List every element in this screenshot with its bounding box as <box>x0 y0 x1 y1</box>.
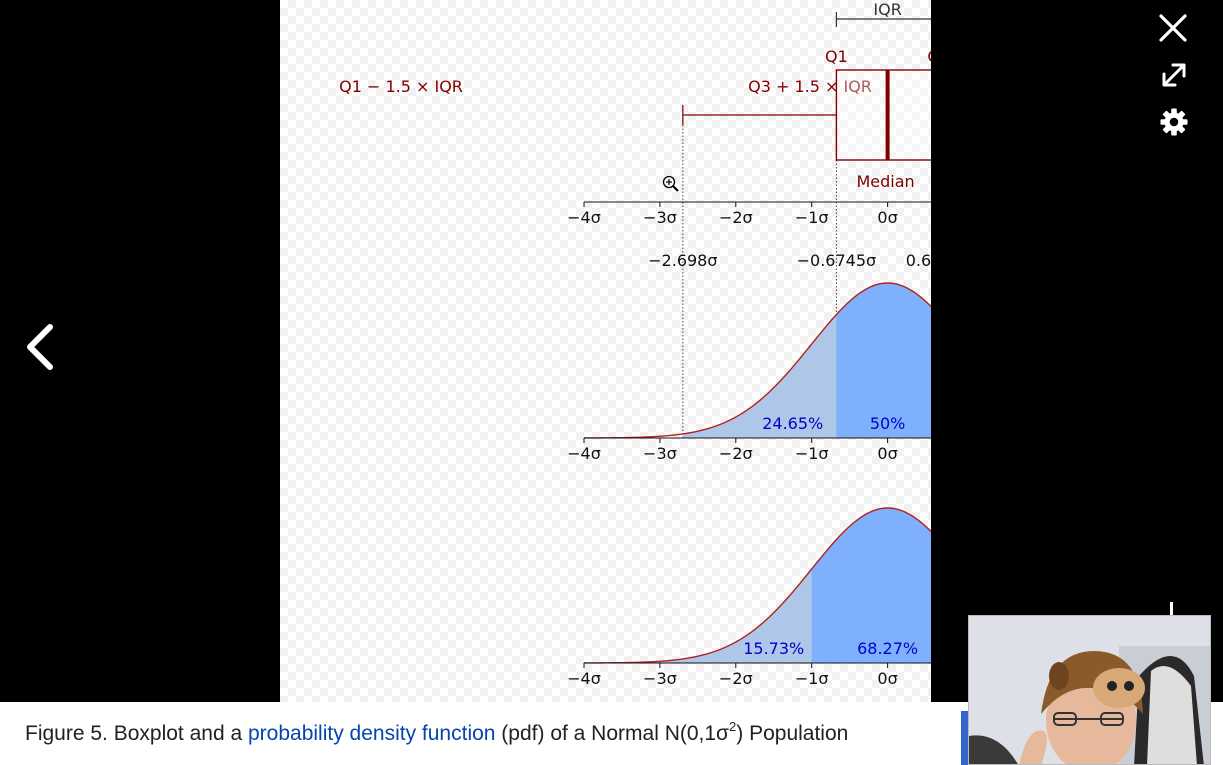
x-tick-label-1-2: −2σ <box>719 444 753 463</box>
percent-label-0-0: 24.65% <box>762 414 823 433</box>
pdf-curve-1 <box>583 507 931 664</box>
lower-fence-label: Q1 − 1.5 × IQR <box>339 77 463 96</box>
x-tick-label-0-0: −4σ <box>567 208 601 227</box>
figure-canvas: IQR Q1 Q3 Q1 − 1.5 × IQR Q3 + 1.5 × IQR Media… <box>339 0 931 688</box>
q1-label: Q1 <box>825 47 848 66</box>
webcam-person <box>969 616 1210 764</box>
iqr-box <box>835 69 931 161</box>
median-label: Median <box>856 172 914 191</box>
percent-label-1-1: 68.27% <box>857 639 918 658</box>
quartile-value-label-2: 0.6745σ <box>906 251 931 270</box>
webcam-overlay <box>968 615 1211 765</box>
previous-image-button[interactable] <box>17 322 61 372</box>
percent-label-1-0: 15.73% <box>743 639 804 658</box>
x-tick-label-2-0: −4σ <box>567 669 601 688</box>
zoom-cursor-icon <box>662 175 679 192</box>
boxplot-pdf-figure: IQR Q1 Q3 Q1 − 1.5 × IQR Q3 + 1.5 × IQR Media… <box>280 0 931 702</box>
x-tick-label-1-0: −4σ <box>567 444 601 463</box>
q3-label: Q3 <box>927 47 931 66</box>
x-tick-label-0-3: −1σ <box>795 208 829 227</box>
caption-suffix: ) Population <box>736 722 849 745</box>
upper-fence-label: Q3 + 1.5 × IQR <box>748 77 872 96</box>
percent-label-0-1: 50% <box>870 414 906 433</box>
settings-button[interactable] <box>1154 102 1194 142</box>
x-tick-label-2-4: 0σ <box>877 669 897 688</box>
close-icon <box>1159 14 1187 42</box>
pdf-inner-area-0 <box>836 283 931 438</box>
x-tick-label-1-3: −1σ <box>795 444 829 463</box>
scroll-tick <box>1170 602 1173 616</box>
figure-caption: Figure 5. Boxplot and a probability dens… <box>25 719 849 746</box>
pdf-curve-0 <box>583 282 931 439</box>
x-tick-label-0-2: −2σ <box>719 208 753 227</box>
quartile-value-label-0: −2.698σ <box>648 251 717 270</box>
chevron-left-icon <box>27 324 53 370</box>
caption-middle: (pdf) of a Normal N(0,1σ <box>495 722 730 745</box>
x-tick-label-1-4: 0σ <box>877 444 897 463</box>
caption-superscript: 2 <box>729 719 737 734</box>
x-tick-label-2-2: −2σ <box>719 669 753 688</box>
x-tick-label-2-1: −3σ <box>643 669 677 688</box>
gear-icon <box>1160 108 1188 136</box>
x-tick-label-2-3: −1σ <box>795 669 829 688</box>
iqr-label: IQR <box>873 0 901 19</box>
close-button[interactable] <box>1153 8 1193 48</box>
x-tick-label-0-4: 0σ <box>877 208 897 227</box>
expand-icon <box>1162 63 1186 87</box>
quartile-value-label-1: −0.6745σ <box>797 251 877 270</box>
pdf-link[interactable]: probability density function <box>247 722 496 745</box>
caption-prefix: Figure 5. Boxplot and a <box>25 722 248 745</box>
x-tick-label-0-1: −3σ <box>643 208 677 227</box>
x-tick-label-1-1: −3σ <box>643 444 677 463</box>
expand-button[interactable] <box>1154 55 1194 95</box>
pdf-inner-area-1 <box>811 508 931 663</box>
caption-button-edge[interactable] <box>961 711 971 765</box>
